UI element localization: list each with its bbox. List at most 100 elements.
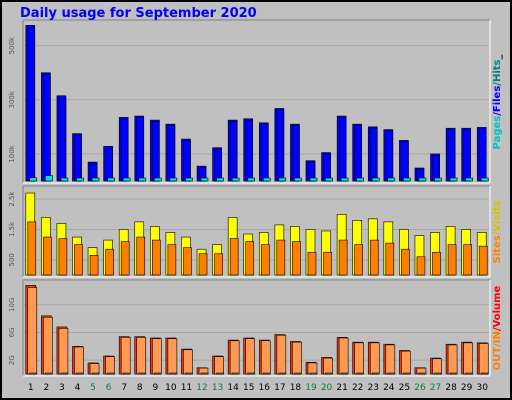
sites-bar-20	[323, 251, 332, 276]
x-tick-label-16: 16	[259, 383, 271, 393]
out-bar-6	[107, 372, 115, 375]
panel-1-tick-label-2: 300k	[8, 90, 16, 108]
in-bar-15	[245, 338, 256, 375]
x-tick-label-1: 1	[28, 383, 34, 393]
out-bar-24	[387, 372, 396, 375]
pages-bar-28	[449, 177, 458, 182]
x-tick-label-8: 8	[137, 383, 143, 393]
files-bar-2	[43, 73, 51, 182]
pages-bar-10	[169, 177, 178, 182]
legend-separator: /	[492, 343, 503, 347]
panel-1-legend: Pages/Files/Hits_	[492, 55, 503, 150]
in-bar-21	[338, 337, 349, 375]
in-bar-10	[167, 338, 178, 375]
out-bar-29	[465, 372, 473, 375]
sites-bar-9	[152, 239, 161, 276]
legend-tail: _	[492, 55, 503, 60]
sites-bar-3	[58, 238, 68, 276]
x-tick-label-25: 25	[399, 383, 410, 393]
out-bar-21	[340, 372, 349, 375]
panel-2-legend: Sites/Visits	[492, 200, 503, 263]
pages-bar-16	[262, 177, 271, 182]
pages-bar-30	[480, 177, 489, 182]
pages-bar-24	[387, 177, 396, 182]
x-tick-label-6: 6	[106, 383, 112, 393]
pages-bar-13	[216, 177, 224, 182]
in-bar-28	[447, 344, 458, 375]
sites-bar-13	[214, 253, 223, 276]
files-bar-29	[463, 129, 471, 182]
sites-bar-15	[245, 241, 255, 276]
in-bar-27	[432, 358, 442, 375]
out-bar-1	[29, 372, 38, 375]
x-tick-label-24: 24	[383, 383, 395, 393]
pages-bar-25	[403, 177, 411, 182]
sites-bar-7	[120, 241, 130, 276]
in-bar-8	[136, 337, 147, 375]
sites-bar-2	[43, 236, 52, 276]
files-bar-16	[260, 123, 269, 182]
x-tick-label-14: 14	[227, 383, 239, 393]
in-bar-9	[152, 338, 162, 375]
x-tick-label-7: 7	[121, 383, 127, 393]
out-bar-10	[169, 372, 178, 375]
out-bar-15	[247, 372, 256, 375]
x-tick-label-4: 4	[75, 383, 81, 393]
pages-bar-23	[371, 177, 380, 182]
sites-bar-12	[198, 253, 208, 276]
panel-3-background	[23, 280, 490, 376]
in-bar-4	[74, 346, 84, 375]
in-bar-17	[276, 334, 287, 375]
legend-separator: /	[492, 327, 503, 331]
x-tick-label-10: 10	[165, 383, 177, 393]
in-bar-22	[354, 342, 364, 375]
pages-bar-18	[294, 177, 302, 182]
out-bar-25	[403, 372, 411, 375]
files-bar-24	[385, 130, 394, 182]
sites-bar-22	[354, 244, 363, 276]
files-bar-21	[338, 117, 347, 182]
pages-bar-3	[60, 177, 69, 182]
files-bar-15	[245, 119, 254, 182]
pages-bar-12	[200, 177, 209, 182]
in-bar-11	[183, 349, 193, 375]
in-bar-29	[463, 342, 473, 375]
out-bar-19	[309, 372, 318, 375]
out-bar-23	[371, 372, 380, 375]
out-bar-16	[262, 372, 271, 375]
x-tick-label-22: 22	[352, 383, 363, 393]
out-bar-27	[434, 372, 442, 375]
in-bar-23	[369, 342, 380, 375]
in-bar-20	[323, 357, 333, 375]
panel-3-tick-label-1: 2G	[8, 355, 16, 365]
files-bar-23	[369, 127, 378, 182]
pages-bar-21	[340, 177, 349, 182]
legend-separator: /	[492, 112, 503, 116]
x-tick-label-30: 30	[476, 383, 488, 393]
x-tick-label-17: 17	[274, 383, 285, 393]
files-bar-28	[447, 129, 456, 182]
sites-bar-18	[292, 241, 301, 276]
files-bar-18	[292, 125, 300, 182]
out-bar-4	[76, 372, 84, 375]
in-bar-18	[292, 341, 302, 375]
out-bar-17	[278, 372, 287, 375]
x-tick-label-23: 23	[368, 383, 379, 393]
pages-bar-2	[45, 175, 53, 182]
pages-bar-26	[418, 177, 427, 182]
sites-bar-11	[183, 247, 192, 276]
panel-2-tick-label-3: 2.5k	[8, 191, 16, 207]
out-bar-3	[60, 372, 69, 375]
pages-bar-29	[465, 177, 473, 182]
x-tick-label-28: 28	[445, 383, 457, 393]
legend-pages: Pages	[492, 116, 503, 150]
in-bar-16	[260, 340, 271, 375]
in-bar-3	[58, 328, 69, 375]
legend-hits: Hits	[492, 59, 503, 82]
x-tick-label-27: 27	[430, 383, 441, 393]
pages-bar-19	[309, 177, 318, 182]
x-tick-label-21: 21	[336, 383, 347, 393]
files-bar-1	[27, 27, 36, 182]
legend-volume: Volume	[492, 285, 503, 327]
out-bar-7	[122, 372, 131, 375]
